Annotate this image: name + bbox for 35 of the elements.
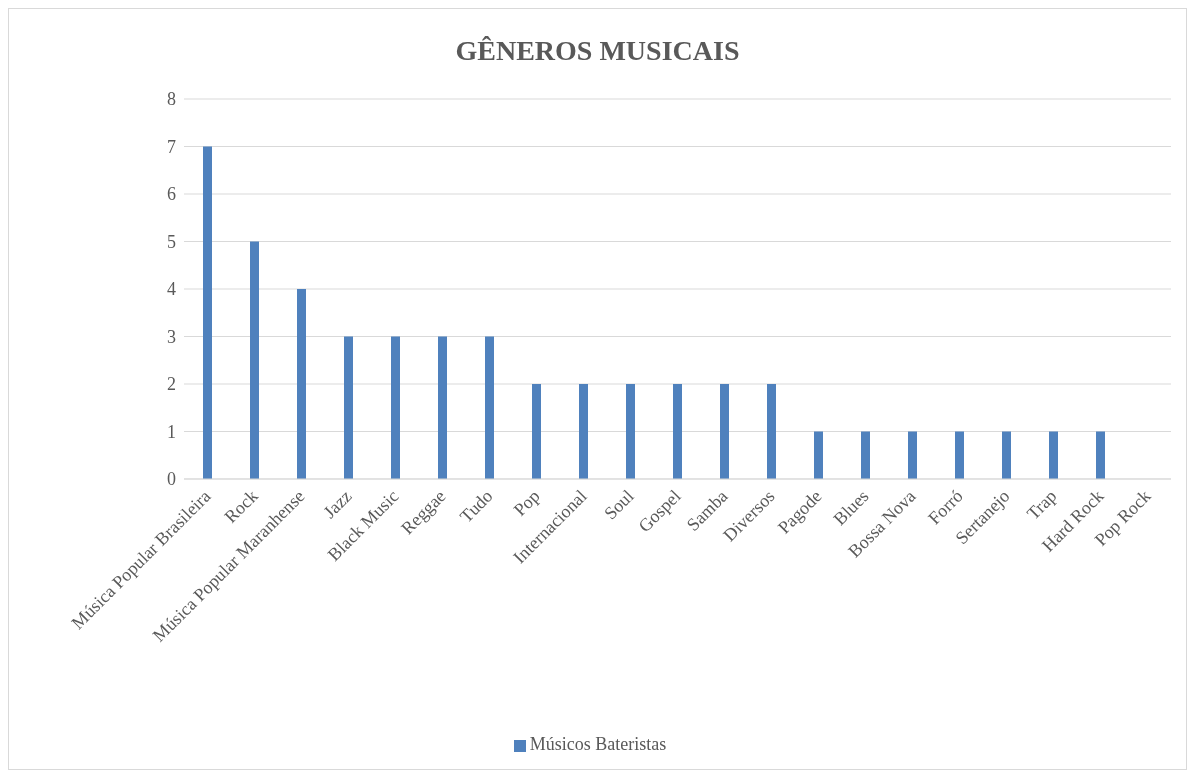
y-tick-label: 5: [167, 231, 176, 252]
x-tick-label: Soul: [600, 485, 638, 524]
y-tick-label: 6: [167, 184, 176, 205]
bar: [673, 384, 682, 479]
bar: [720, 384, 729, 479]
bar: [579, 384, 588, 479]
x-tick-label: Tudo: [456, 485, 497, 527]
y-tick-label: 2: [167, 374, 176, 395]
bar: [908, 431, 917, 479]
x-tick-label: Jazz: [319, 485, 356, 522]
y-tick-label: 1: [167, 421, 176, 442]
bar: [1002, 431, 1011, 479]
bar: [391, 336, 400, 479]
bar: [814, 431, 823, 479]
x-tick-label: Trap: [1022, 485, 1061, 524]
bar: [767, 384, 776, 479]
bar: [344, 336, 353, 479]
bar: [955, 431, 964, 479]
bar: [626, 384, 635, 479]
legend-label: Músicos Bateristas: [529, 734, 667, 754]
chart-title: GÊNEROS MUSICAIS: [454, 35, 741, 68]
y-tick-label: 7: [167, 136, 176, 157]
bar: [203, 146, 212, 479]
y-tick-label: 4: [167, 279, 176, 300]
bar: [1096, 431, 1105, 479]
y-tick-label: 3: [167, 326, 176, 347]
bar: [1049, 431, 1058, 479]
bar: [438, 336, 447, 479]
bar: [861, 431, 870, 479]
bar: [250, 241, 259, 479]
bar: [297, 289, 306, 479]
bar: [485, 336, 494, 479]
bar: [532, 384, 541, 479]
y-tick-label: 8: [167, 89, 176, 110]
y-tick-label: 0: [167, 469, 176, 490]
